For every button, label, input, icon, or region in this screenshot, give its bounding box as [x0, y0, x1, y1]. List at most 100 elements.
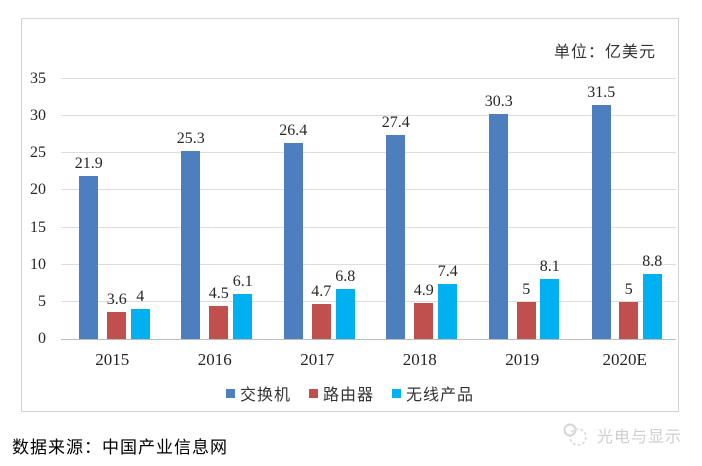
x-tick-label: 2018	[402, 350, 437, 369]
bar-value-label: 21.9	[74, 155, 103, 173]
legend-item: 无线产品	[392, 381, 474, 405]
bar	[540, 278, 560, 339]
legend-swatch	[392, 388, 401, 398]
legend-label: 无线产品	[406, 387, 475, 404]
bar-column: 4.7	[311, 284, 331, 339]
bar	[619, 301, 639, 339]
y-tick-label: 35	[30, 70, 46, 87]
legend-item: 路由器	[308, 381, 374, 405]
bar-value-label: 27.4	[381, 114, 410, 132]
source-caption: 数据来源：中国产业信息网	[12, 438, 228, 457]
unit-label: 单位：亿美元	[553, 44, 656, 61]
y-tick-label: 30	[30, 107, 46, 125]
chart-frame: 单位：亿美元 0 5 10 15 20 25 30 35 21.9 3.6 4 25.3 4.5 6.1…	[21, 18, 679, 412]
x-tick-label: 2020E	[602, 350, 647, 369]
bar	[283, 142, 303, 339]
bar	[642, 273, 662, 339]
bar	[79, 176, 99, 339]
legend-item: 交换机	[225, 381, 291, 405]
legend-label: 路由器	[322, 387, 374, 404]
watermark: 光电与显示	[561, 422, 682, 448]
bar	[209, 305, 229, 339]
bar-column: 21.9	[75, 156, 103, 339]
bar-column: 7.4	[438, 264, 458, 339]
x-axis: 2015 2016 2017 2018 2019 2020E	[61, 350, 676, 370]
bar-value-label: 8.8	[642, 252, 663, 270]
camera-logo-icon	[561, 422, 591, 448]
bar	[591, 105, 611, 339]
y-tick-label: 20	[30, 181, 46, 199]
bar-group: 31.5 5 8.8	[574, 79, 677, 339]
legend-swatch	[225, 388, 235, 398]
gridline	[61, 263, 676, 265]
bar-column: 31.5	[587, 85, 615, 339]
legend: 交换机 路由器 无线产品	[22, 381, 678, 405]
y-tick-label: 0	[38, 330, 46, 347]
y-tick-label: 15	[30, 218, 46, 236]
bar-column: 3.6	[107, 292, 127, 339]
bar-column: 6.8	[335, 267, 356, 339]
gridline	[61, 152, 676, 154]
bar-value-label: 6.8	[335, 267, 356, 285]
bar-column: 4.9	[413, 281, 434, 339]
bar-value-label: 7.4	[437, 263, 458, 281]
x-tick-label: 2019	[505, 350, 540, 369]
gridline	[61, 226, 676, 228]
bar-group: 26.4 4.7 6.8	[266, 79, 369, 339]
bar	[516, 301, 536, 339]
bar	[438, 284, 458, 339]
bar-column: 8.1	[540, 258, 560, 339]
x-tick-label: 2017	[300, 350, 335, 369]
y-tick-label: 10	[30, 255, 46, 273]
bar	[233, 293, 253, 339]
gridline	[61, 78, 676, 79]
bar-column: 4.5	[208, 284, 229, 339]
bar-value-label: 4.7	[311, 283, 332, 301]
y-tick-label: 25	[30, 144, 46, 162]
bar-column: 25.3	[177, 131, 205, 339]
bar-column: 8.8	[642, 252, 663, 339]
bar-value-label: 26.4	[279, 121, 308, 139]
bar-group: 30.3 5 8.1	[471, 79, 574, 339]
bar	[489, 113, 509, 339]
bar-value-label: 3.6	[106, 291, 127, 309]
bar	[335, 288, 355, 339]
bar	[181, 151, 201, 339]
bar-value-label: 6.1	[232, 272, 253, 290]
x-tick-label: 2016	[197, 350, 232, 369]
bar-value-label: 5	[624, 280, 633, 298]
x-tick-label: 2015	[95, 350, 130, 369]
bar-value-label: 4	[136, 288, 145, 306]
bar-value-label: 30.3	[484, 92, 513, 110]
bar-group: 25.3 4.5 6.1	[164, 79, 267, 339]
gridline	[61, 300, 676, 302]
bar-value-label: 5	[522, 280, 531, 298]
legend-swatch	[308, 388, 318, 398]
bar-column: 26.4	[279, 121, 308, 339]
bar-value-label: 4.9	[413, 281, 434, 299]
bar-column: 4	[130, 288, 150, 339]
bar-value-label: 31.5	[587, 84, 616, 101]
x-axis-line	[61, 339, 676, 340]
bar-column: 27.4	[382, 115, 410, 339]
bar-column: 6.1	[232, 272, 253, 339]
bar-value-label: 4.5	[208, 284, 229, 302]
bar	[311, 304, 331, 339]
bar-column: 30.3	[484, 92, 513, 339]
bar-group: 21.9 3.6 4	[61, 79, 164, 339]
plot-area: 21.9 3.6 4 25.3 4.5 6.1 26.4 4.7 6.8 27.4 4.9 7.4 30…	[61, 78, 677, 340]
bar-value-label: 25.3	[176, 130, 205, 148]
bar	[130, 309, 150, 339]
bar	[107, 312, 127, 339]
gridline	[61, 189, 676, 191]
bar	[386, 135, 406, 339]
bar-group: 27.4 4.9 7.4	[369, 79, 472, 339]
y-axis: 0 5 10 15 20 25 30 35	[22, 71, 52, 347]
bar-column: 5	[516, 280, 536, 339]
gridline	[61, 115, 676, 117]
watermark-text: 光电与显示	[596, 429, 682, 446]
legend-label: 交换机	[239, 387, 291, 404]
bar	[414, 302, 434, 339]
y-tick-label: 5	[38, 292, 46, 310]
